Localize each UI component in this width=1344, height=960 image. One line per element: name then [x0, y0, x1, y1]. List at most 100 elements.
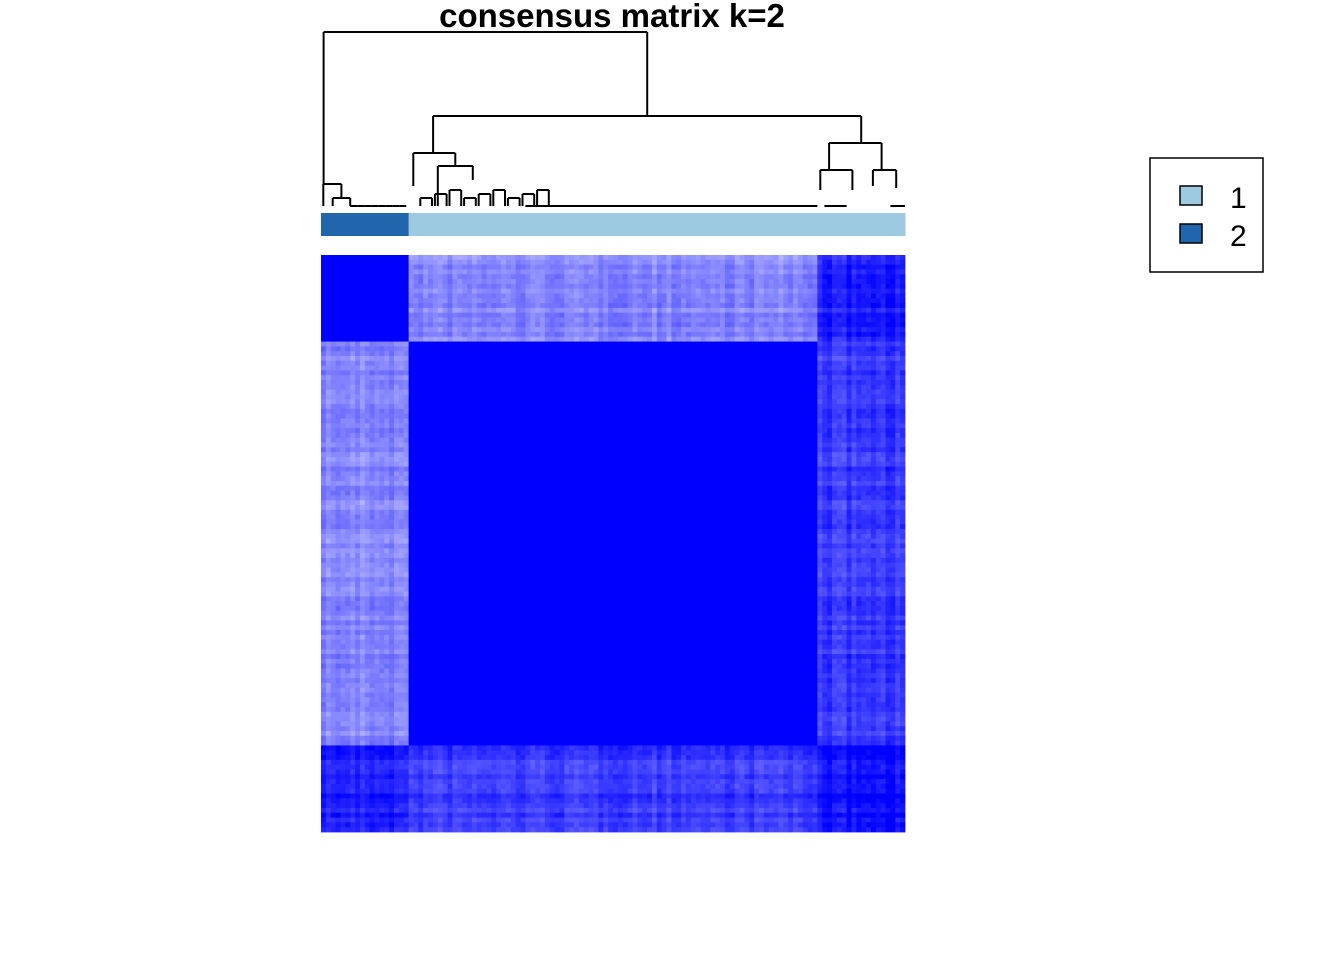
heatmap-cell — [622, 274, 628, 280]
heatmap-cell — [423, 437, 429, 443]
heatmap-cell — [875, 346, 882, 352]
heatmap-cell — [447, 380, 453, 386]
heatmap-cell — [369, 317, 375, 323]
heatmap-cell — [797, 399, 804, 405]
heatmap-cell — [807, 447, 813, 453]
heatmap-cell — [321, 293, 327, 299]
heatmap-cell — [856, 317, 862, 323]
heatmap-cell — [768, 259, 774, 266]
heatmap-cell — [724, 399, 731, 405]
heatmap-cell — [608, 404, 614, 410]
heatmap-cell — [700, 269, 706, 275]
heatmap-cell — [321, 283, 327, 290]
heatmap-cell — [496, 283, 502, 290]
heatmap-cell — [520, 447, 526, 453]
heatmap-cell — [515, 346, 521, 352]
heatmap-cell — [739, 327, 745, 333]
heatmap-cell — [763, 331, 770, 338]
heatmap-cell — [408, 274, 414, 280]
heatmap-cell — [724, 447, 731, 453]
heatmap-cell — [364, 303, 371, 309]
heatmap-cell — [355, 428, 361, 434]
heatmap-cell — [676, 303, 682, 309]
heatmap-cell — [593, 413, 599, 419]
heatmap-cell — [457, 365, 463, 371]
heatmap-cell — [715, 327, 721, 333]
heatmap-cell — [681, 404, 687, 410]
heatmap-cell — [778, 322, 784, 328]
consensus-matrix — [321, 255, 906, 833]
heatmap-cell — [355, 307, 361, 314]
heatmap-cell — [729, 384, 736, 391]
heatmap-cell — [890, 259, 896, 266]
heatmap-cell — [340, 442, 346, 448]
heatmap-cell — [822, 331, 828, 338]
heatmap-cell — [501, 447, 507, 453]
heatmap-cell — [846, 255, 852, 261]
heatmap-cell — [739, 394, 745, 400]
heatmap-cell — [773, 274, 779, 280]
heatmap-cell — [832, 274, 838, 280]
heatmap-cell — [359, 404, 366, 410]
heatmap-cell — [671, 360, 677, 366]
heatmap-cell — [423, 293, 429, 299]
heatmap-cell — [822, 432, 828, 439]
heatmap-cell — [715, 269, 721, 275]
heatmap-cell — [861, 298, 867, 304]
heatmap-cell — [651, 283, 658, 290]
heatmap-cell — [345, 336, 351, 342]
heatmap-cell — [690, 404, 697, 410]
heatmap-cell — [442, 408, 448, 415]
heatmap-cell — [359, 355, 366, 362]
heatmap-cell — [773, 303, 779, 309]
heatmap-cell — [661, 399, 667, 405]
heatmap-cell — [836, 365, 843, 371]
heatmap-cell — [763, 394, 770, 400]
heatmap-cell — [369, 355, 375, 362]
heatmap-cell — [827, 331, 833, 338]
heatmap-cell — [330, 380, 336, 386]
heatmap-cell — [530, 327, 536, 333]
heatmap-cell — [340, 351, 346, 357]
heatmap-cell — [637, 346, 643, 352]
heatmap-cell — [632, 351, 638, 357]
heatmap-cell — [739, 346, 745, 352]
heatmap-cell — [768, 336, 774, 342]
heatmap-cell — [866, 293, 872, 299]
heatmap-cell — [359, 303, 366, 309]
heatmap-cell — [486, 384, 492, 391]
heatmap-cell — [359, 380, 366, 386]
heatmap-cell — [690, 413, 697, 419]
heatmap-cell — [700, 404, 706, 410]
heatmap-cell — [841, 288, 847, 294]
heatmap-cell — [778, 437, 784, 443]
heatmap-cell — [841, 380, 847, 386]
heatmap-cell — [325, 283, 332, 290]
heatmap-cell — [505, 428, 512, 434]
heatmap-cell — [384, 399, 390, 405]
heatmap-cell — [763, 432, 770, 439]
heatmap-cell — [841, 423, 847, 429]
heatmap-cell — [364, 437, 371, 443]
heatmap-cell — [802, 279, 809, 285]
heatmap-cell — [413, 384, 419, 391]
heatmap-cell — [832, 307, 838, 314]
heatmap-cell — [501, 365, 507, 371]
heatmap-cell — [642, 279, 648, 285]
heatmap-cell — [554, 447, 560, 453]
heatmap-cell — [836, 423, 843, 429]
heatmap-cell — [627, 389, 633, 395]
heatmap-cell — [544, 437, 551, 443]
heatmap-cell — [583, 331, 590, 338]
heatmap-cell — [895, 365, 901, 371]
heatmap-cell — [603, 317, 609, 323]
heatmap-cell — [856, 418, 862, 424]
heatmap-cell — [856, 365, 862, 371]
heatmap-cell — [535, 293, 541, 299]
heatmap-cell — [452, 293, 458, 299]
heatmap-cell — [588, 442, 594, 448]
heatmap-cell — [467, 389, 473, 395]
heatmap-cell — [608, 360, 614, 366]
heatmap-cell — [783, 442, 789, 448]
heatmap-cell — [851, 307, 857, 314]
